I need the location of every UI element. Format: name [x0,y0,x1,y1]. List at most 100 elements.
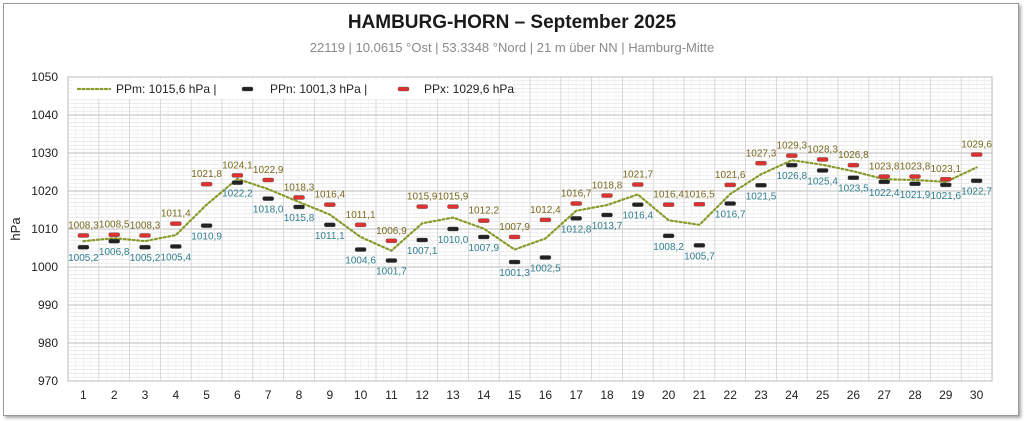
x-tick-label: 10 [354,388,368,402]
legend-min-label: PPn: 1001,3 hPa | [270,82,367,96]
x-tick-label: 23 [754,388,768,402]
max-data-label: 1007,9 [499,222,530,233]
min-point [662,233,675,239]
max-point [231,173,244,178]
max-data-label: 1011,1 [346,210,376,221]
min-data-label: 1005,7 [684,251,715,262]
max-point [416,204,428,209]
max-point [909,174,921,179]
min-point [940,182,952,188]
min-data-label: 1021,5 [746,191,777,202]
x-tick-label: 8 [296,388,303,402]
x-tick-label: 15 [508,388,522,402]
chart-title: HAMBURG-HORN – September 2025 [347,12,677,33]
max-data-label: 1008,3 [130,220,161,231]
legend-mean-label: PPm: 1015,6 hPa | [116,82,217,96]
y-tick-label: 970 [38,374,58,388]
max-data-label: 1023,8 [900,162,931,173]
min-data-label: 1001,7 [376,267,407,278]
max-point [447,204,459,209]
legend-min-swatch [241,86,254,92]
max-point [139,233,151,238]
legend-max-label: PPx: 1029,6 hPa [424,82,514,96]
max-data-label: 1028,3 [807,144,838,155]
min-data-label: 1021,6 [931,191,962,202]
max-point [570,201,582,206]
max-point [508,234,521,240]
y-tick-label: 980 [38,336,58,350]
min-point [354,247,367,252]
min-point [724,201,736,206]
max-data-label: 1016,4 [315,190,346,201]
max-data-label: 1006,9 [376,226,407,237]
x-tick-label: 16 [539,388,553,402]
min-point [970,178,983,183]
x-tick-label: 25 [816,388,830,402]
max-point [755,161,767,166]
x-tick-label: 7 [265,388,272,402]
max-point [293,195,305,200]
min-point [508,259,521,265]
max-point [970,152,983,157]
min-point [786,162,798,168]
min-data-label: 1011,1 [315,231,345,242]
y-tick-label: 1030 [31,146,58,160]
x-tick-label: 26 [847,388,861,402]
max-data-label: 1026,8 [838,150,869,161]
max-point [262,177,274,183]
x-tick-label: 12 [416,388,430,402]
min-data-label: 1022,7 [961,187,992,198]
max-data-label: 1021,6 [715,170,746,181]
min-data-label: 1007,1 [407,246,438,257]
x-tick-label: 21 [693,388,707,402]
min-point [293,204,305,210]
max-data-label: 1029,3 [777,141,808,152]
max-point [108,232,120,237]
min-data-label: 1010,0 [438,235,469,246]
min-point [139,245,151,250]
min-point [324,222,336,228]
min-data-label: 1005,4 [161,252,192,263]
y-tick-label: 1020 [31,184,58,198]
max-data-label: 1016,7 [561,189,592,200]
min-point [170,244,182,249]
min-data-label: 1002,5 [530,264,561,275]
x-tick-label: 2 [111,388,118,402]
min-data-label: 1001,3 [499,268,530,279]
legend: PPm: 1015,6 hPa | PPn: 1001,3 hPa | PPx: 1… [72,79,514,99]
min-data-label: 1022,4 [869,188,900,199]
max-point [478,218,490,223]
min-point [385,258,398,263]
max-data-label: 1021,7 [623,170,654,181]
max-data-label: 1018,3 [284,182,315,193]
max-data-label: 1018,8 [592,181,623,192]
max-data-label: 1012,4 [530,205,561,216]
max-data-label: 1016,5 [684,189,715,200]
min-data-label: 1016,7 [715,210,746,221]
min-data-label: 1007,9 [469,243,500,254]
x-tick-label: 20 [662,388,676,402]
min-point [416,237,428,243]
max-data-label: 1021,8 [191,169,222,180]
max-point [632,182,644,187]
max-data-label: 1023,1 [931,164,962,175]
x-tick-label: 29 [939,388,953,402]
max-point [354,222,367,228]
max-data-label: 1011,4 [161,209,191,220]
max-point [940,177,952,182]
x-tick-label: 22 [724,388,738,402]
min-data-label: 1021,9 [900,190,931,201]
y-tick-label: 1010 [31,222,58,236]
min-data-label: 1005,2 [68,253,99,264]
x-tick-label: 24 [785,388,799,402]
legend-max-swatch [397,86,410,92]
min-data-label: 1008,2 [653,242,684,253]
min-data-label: 1023,5 [838,184,869,195]
x-tick-label: 4 [172,388,179,402]
max-point [693,202,706,207]
max-point [786,153,798,158]
min-point [816,168,829,173]
x-tick-label: 3 [142,388,149,402]
